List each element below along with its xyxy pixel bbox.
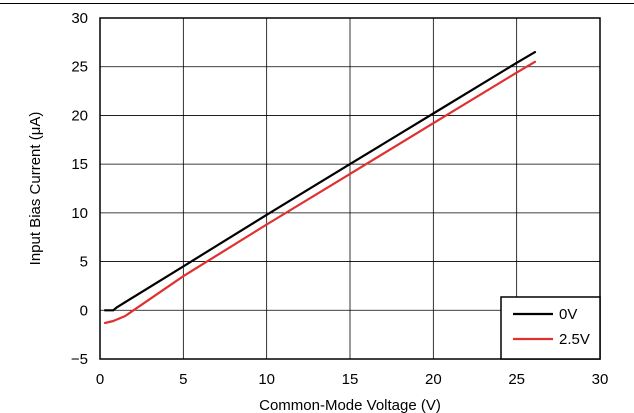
y-tick-label: 0 [80, 302, 88, 319]
x-tick-label: 30 [592, 371, 609, 388]
y-tick-label: 25 [71, 59, 88, 76]
series-lines [103, 50, 537, 325]
plot-frame [99, 17, 601, 360]
y-axis-label: Input Bias Current (μA) [27, 112, 44, 266]
y-tick-label: 30 [71, 10, 88, 27]
x-tick-label: 5 [179, 371, 187, 388]
x-tick-label: 20 [425, 371, 442, 388]
legend-box [500, 296, 601, 360]
top-rule [0, 3, 634, 4]
y-tick-label: 15 [71, 156, 88, 173]
legend-label: 0V [559, 306, 577, 323]
x-tick-label: 25 [508, 371, 525, 388]
x-axis-label: Common-Mode Voltage (V) [259, 397, 441, 413]
y-tick-label: −5 [71, 351, 88, 368]
legend-label: 2.5V [559, 331, 590, 348]
y-tick-labels: −5 0 5 10 15 20 25 30 [71, 10, 88, 368]
y-tick-label: 5 [80, 254, 88, 271]
x-tick-label: 15 [342, 371, 359, 388]
y-tick-label: 20 [71, 107, 88, 124]
x-tick-label: 10 [258, 371, 275, 388]
x-tick-labels: 0 5 10 15 20 25 30 [96, 371, 609, 388]
x-tick-label: 0 [96, 371, 104, 388]
series-line-2-5v [103, 60, 537, 325]
legend: 0V 2.5V [500, 296, 601, 360]
series-line-0v [103, 50, 537, 312]
y-tick-label: 10 [71, 205, 88, 222]
